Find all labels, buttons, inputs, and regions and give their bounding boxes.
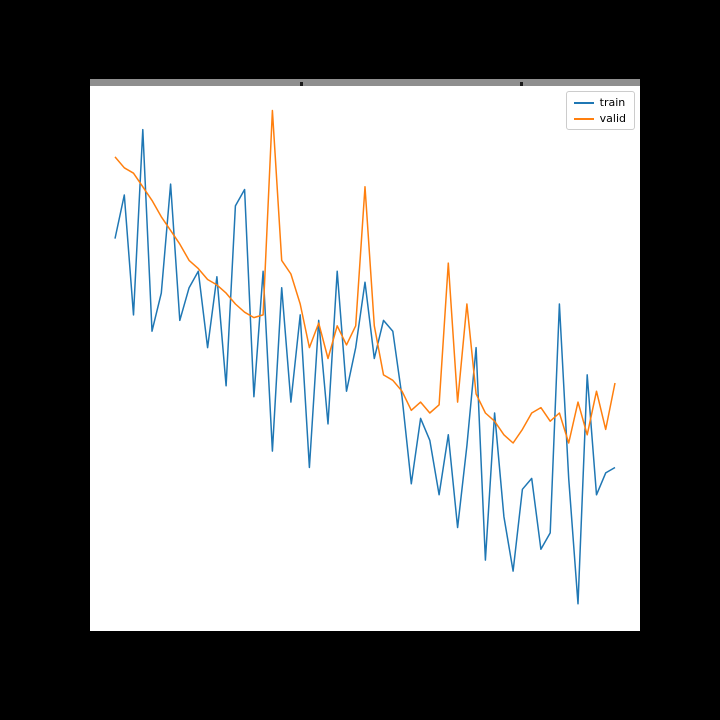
series-line-valid [114,109,616,444]
title-artifact-mark [520,82,523,86]
plot-area: train valid [90,86,640,631]
legend-entry-train: train [573,96,626,109]
legend-label-train: train [599,96,626,109]
title-artifact-mark [300,82,303,86]
valid-line-swatch [573,117,594,120]
train-line-swatch [573,101,594,104]
title-band [90,79,640,86]
plot-svg [114,109,616,605]
legend: train valid [565,91,635,130]
legend-label-valid: valid [599,112,626,125]
series-line-train [114,128,616,605]
legend-entry-valid: valid [573,112,626,125]
